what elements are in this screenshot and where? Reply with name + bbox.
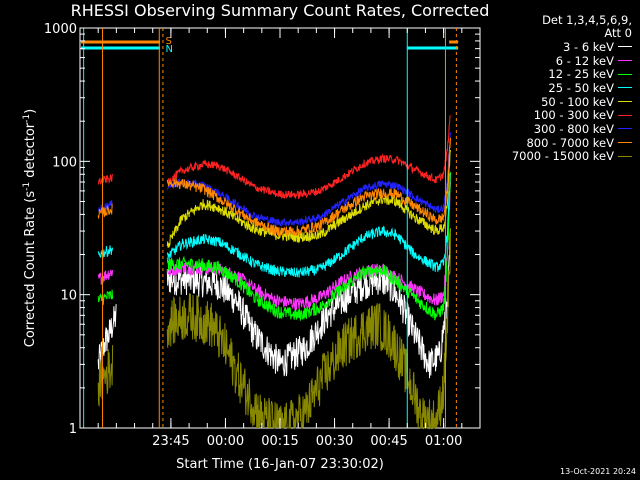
legend-entry-label: 800 - 7000 keV — [526, 135, 614, 150]
legend-swatch — [618, 114, 632, 116]
series-line-8-segment-1 — [166, 228, 451, 430]
y-axis-label-sup1: -1 — [22, 182, 32, 191]
series-line-5-segment-0 — [97, 173, 114, 185]
x-tick-label: 23:45 — [152, 434, 189, 449]
legend-entry: 50 - 100 keV — [486, 95, 632, 109]
legend-swatch — [618, 155, 632, 157]
series-50-100kev — [166, 149, 451, 249]
legend-entry-label: 25 - 50 keV — [548, 80, 614, 95]
series-line-1-segment-0 — [97, 269, 114, 285]
y-tick-label: 100 — [52, 155, 77, 170]
saa-flag-letter: S — [165, 36, 171, 47]
legend-swatch — [618, 128, 632, 130]
legend-entry-label: 7000 - 15000 keV — [511, 149, 614, 164]
legend-entry: 3 - 6 keV — [486, 40, 632, 54]
series-line-0-segment-1 — [166, 228, 451, 379]
series-line-7-segment-1 — [166, 137, 451, 237]
legend-entry-label: 6 - 12 keV — [555, 53, 614, 68]
legend-swatch — [618, 87, 632, 89]
series-7000-15000kev — [97, 228, 451, 430]
series-line-4-segment-1 — [166, 149, 451, 249]
y-tick-label: 10 — [60, 289, 77, 304]
series-line-0-segment-0 — [97, 304, 117, 370]
legend-entry: 800 - 7000 keV — [486, 136, 632, 150]
y-axis-label: Corrected Count Rate (s-1 detector-1) — [22, 109, 38, 347]
y-axis-label-sup2: -1 — [22, 114, 32, 123]
legend-entry-label: 100 - 300 keV — [533, 108, 614, 123]
series-25-50kev — [97, 173, 451, 278]
axis-layer: 1 10 100 1000 23:45 00:00 00:15 00:30 00:45 01:00 — [44, 22, 481, 449]
y-axis-label-mid: detector — [23, 122, 38, 182]
legend-swatch — [618, 101, 632, 103]
series-line-2-segment-1 — [166, 172, 451, 321]
legend-entry: 100 - 300 keV — [486, 108, 632, 122]
series-line-8-segment-0 — [97, 345, 114, 407]
legend-swatch — [618, 142, 632, 144]
x-tick-label: 00:00 — [207, 434, 244, 449]
y-axis-label-main: Corrected Count Rate (s — [23, 191, 38, 348]
x-tick-label: 00:45 — [370, 434, 407, 449]
series-line-5-segment-1 — [166, 115, 451, 200]
y-axis-label-end: ) — [23, 109, 38, 114]
night-flag-letter: N — [165, 44, 172, 55]
x-tick-label: 00:30 — [316, 434, 353, 449]
legend-header-line-1: Det 1,3,4,5,6,9, — [542, 13, 632, 27]
legend-entry: 300 - 800 keV — [486, 122, 632, 136]
plot-frame — [79, 27, 481, 429]
legend-entry-label: 50 - 100 keV — [541, 94, 614, 109]
y-tick-label: 1000 — [44, 22, 77, 37]
legend-entry-label: 12 - 25 keV — [548, 67, 614, 82]
x-axis-label: Start Time (16-Jan-07 23:30:02) — [176, 457, 384, 472]
legend-header-line-2: Att 0 — [604, 26, 632, 40]
legend-entry: 7000 - 15000 keV — [486, 149, 632, 164]
series-3-6kev — [97, 228, 451, 379]
x-tick-label: 01:00 — [425, 434, 462, 449]
series-layer — [97, 115, 451, 430]
y-tick-label: 1 — [69, 422, 77, 437]
series-line-7-segment-0 — [97, 203, 113, 219]
series-line-2-segment-0 — [97, 289, 114, 306]
series-line-3-segment-0 — [97, 245, 114, 259]
series-line-6-segment-1 — [166, 132, 451, 227]
legend-swatch — [618, 46, 632, 48]
date-stamp: 13-Oct-2021 20:24 — [560, 467, 636, 476]
legend-entry: 12 - 25 keV — [486, 67, 632, 81]
chart-title: RHESSI Observing Summary Count Rates, Co… — [71, 1, 490, 20]
series-100-300kev — [97, 115, 451, 200]
legend-rows: 3 - 6 keV 6 - 12 keV 12 - 25 keV 25 - 50 ke… — [486, 40, 632, 163]
series-line-3-segment-1 — [166, 173, 451, 278]
chart-legend: Det 1,3,4,5,6,9, Att 0 3 - 6 keV 6 - 12 k… — [486, 14, 632, 163]
legend-entry-label: 3 - 6 keV — [563, 39, 614, 54]
legend-entry: 6 - 12 keV — [486, 54, 632, 68]
legend-entry: 25 - 50 keV — [486, 81, 632, 95]
x-tick-label: 00:15 — [261, 434, 298, 449]
series-800-7000kev — [97, 137, 451, 237]
series-12-25kev — [97, 172, 451, 321]
legend-swatch — [618, 73, 632, 75]
legend-entry-label: 300 - 800 keV — [533, 121, 614, 136]
legend-swatch — [618, 60, 632, 62]
series-300-800kev — [97, 132, 451, 227]
orbit-flag-layer: SN — [81, 28, 459, 428]
